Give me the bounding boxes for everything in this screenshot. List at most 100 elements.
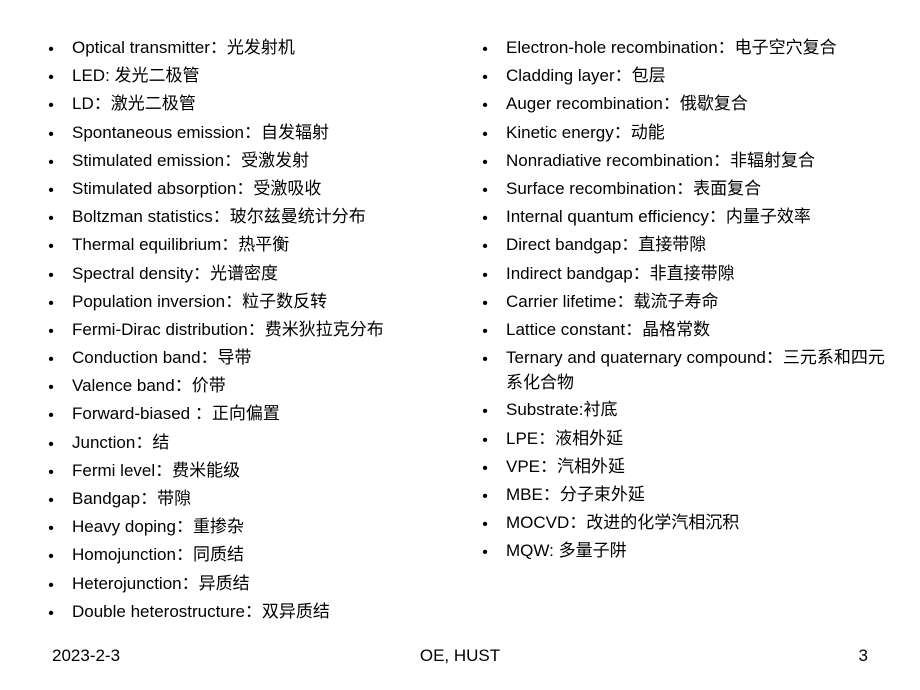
- term-text: Conduction band：导带: [72, 346, 252, 371]
- term-text: Substrate:衬底: [506, 398, 618, 423]
- list-item: •Bandgap：带隙: [30, 487, 456, 512]
- bullet-icon: •: [464, 346, 506, 371]
- term-text: Spectral density：光谱密度: [72, 262, 278, 287]
- term-text: Valence band：价带: [72, 374, 226, 399]
- term-text: MOCVD：改进的化学汽相沉积: [506, 511, 739, 536]
- bullet-icon: •: [464, 64, 506, 89]
- list-item: •Auger recombination：俄歇复合: [464, 92, 890, 117]
- list-item: •Electron-hole recombination：电子空穴复合: [464, 36, 890, 61]
- bullet-icon: •: [30, 346, 72, 371]
- term-text: Fermi-Dirac distribution：费米狄拉克分布: [72, 318, 384, 343]
- term-text: Cladding layer：包层: [506, 64, 666, 89]
- list-item: •Stimulated emission：受激发射: [30, 149, 456, 174]
- bullet-icon: •: [464, 233, 506, 258]
- footer-center: OE, HUST: [420, 646, 500, 666]
- bullet-icon: •: [464, 539, 506, 564]
- bullet-icon: •: [30, 374, 72, 399]
- list-item: •VPE：汽相外延: [464, 455, 890, 480]
- list-item: •Direct bandgap：直接带隙: [464, 233, 890, 258]
- term-text: MBE：分子束外延: [506, 483, 645, 508]
- bullet-icon: •: [464, 483, 506, 508]
- list-item: •Homojunction：同质结: [30, 543, 456, 568]
- bullet-icon: •: [464, 455, 506, 480]
- list-item: •MQW: 多量子阱: [464, 539, 890, 564]
- bullet-icon: •: [30, 233, 72, 258]
- list-item: •Double heterostructure：双异质结: [30, 600, 456, 625]
- list-item: •Stimulated absorption：受激吸收: [30, 177, 456, 202]
- bullet-icon: •: [464, 121, 506, 146]
- list-item: •MBE：分子束外延: [464, 483, 890, 508]
- list-item: •Indirect bandgap：非直接带隙: [464, 262, 890, 287]
- bullet-icon: •: [464, 511, 506, 536]
- term-text: LPE：液相外延: [506, 427, 623, 452]
- term-text: Boltzman statistics：玻尔兹曼统计分布: [72, 205, 366, 230]
- right-column: •Electron-hole recombination：电子空穴复合•Clad…: [460, 36, 890, 628]
- term-text: Ternary and quaternary compound：三元系和四元系化…: [506, 346, 890, 395]
- footer-page: 3: [859, 646, 868, 666]
- bullet-icon: •: [30, 177, 72, 202]
- bullet-icon: •: [30, 572, 72, 597]
- list-item: •Conduction band：导带: [30, 346, 456, 371]
- bullet-icon: •: [30, 459, 72, 484]
- list-item: •LD：激光二极管: [30, 92, 456, 117]
- footer-date: 2023-2-3: [52, 646, 120, 666]
- bullet-icon: •: [464, 318, 506, 343]
- term-text: Thermal equilibrium：热平衡: [72, 233, 289, 258]
- left-column: •Optical transmitter：光发射机•LED: 发光二极管•LD：…: [30, 36, 460, 628]
- term-text: Kinetic energy：动能: [506, 121, 665, 146]
- bullet-icon: •: [30, 318, 72, 343]
- bullet-icon: •: [30, 36, 72, 61]
- term-text: Optical transmitter：光发射机: [72, 36, 295, 61]
- bullet-icon: •: [30, 121, 72, 146]
- term-text: Indirect bandgap：非直接带隙: [506, 262, 735, 287]
- term-text: Stimulated absorption：受激吸收: [72, 177, 321, 202]
- term-text: MQW: 多量子阱: [506, 539, 627, 564]
- list-item: •Cladding layer：包层: [464, 64, 890, 89]
- bullet-icon: •: [30, 262, 72, 287]
- term-list-right: •Electron-hole recombination：电子空穴复合•Clad…: [464, 36, 890, 564]
- list-item: •Ternary and quaternary compound：三元系和四元系…: [464, 346, 890, 395]
- list-item: •Carrier lifetime：载流子寿命: [464, 290, 890, 315]
- term-text: Double heterostructure：双异质结: [72, 600, 330, 625]
- term-text: Carrier lifetime：载流子寿命: [506, 290, 719, 315]
- list-item: •Lattice constant：晶格常数: [464, 318, 890, 343]
- term-text: Electron-hole recombination：电子空穴复合: [506, 36, 837, 61]
- term-list-left: •Optical transmitter：光发射机•LED: 发光二极管•LD：…: [30, 36, 456, 625]
- term-text: Direct bandgap：直接带隙: [506, 233, 706, 258]
- slide-footer: 2023-2-3 OE, HUST 3: [0, 646, 920, 666]
- list-item: •Surface recombination：表面复合: [464, 177, 890, 202]
- term-text: Spontaneous emission：自发辐射: [72, 121, 329, 146]
- term-text: Heavy doping：重掺杂: [72, 515, 244, 540]
- list-item: •LPE：液相外延: [464, 427, 890, 452]
- term-text: Internal quantum efficiency：内量子效率: [506, 205, 811, 230]
- list-item: •Nonradiative recombination：非辐射复合: [464, 149, 890, 174]
- list-item: •Heterojunction：异质结: [30, 572, 456, 597]
- bullet-icon: •: [464, 427, 506, 452]
- term-text: Forward-biased ：正向偏置: [72, 402, 280, 427]
- list-item: •Valence band：价带: [30, 374, 456, 399]
- bullet-icon: •: [30, 92, 72, 117]
- list-item: •Population inversion：粒子数反转: [30, 290, 456, 315]
- list-item: •Boltzman statistics：玻尔兹曼统计分布: [30, 205, 456, 230]
- slide-content: •Optical transmitter：光发射机•LED: 发光二极管•LD：…: [30, 36, 890, 628]
- list-item: •Thermal equilibrium：热平衡: [30, 233, 456, 258]
- bullet-icon: •: [464, 36, 506, 61]
- list-item: •Optical transmitter：光发射机: [30, 36, 456, 61]
- list-item: •LED: 发光二极管: [30, 64, 456, 89]
- term-text: Surface recombination：表面复合: [506, 177, 761, 202]
- term-text: VPE：汽相外延: [506, 455, 625, 480]
- bullet-icon: •: [30, 64, 72, 89]
- list-item: •Fermi-Dirac distribution：费米狄拉克分布: [30, 318, 456, 343]
- bullet-icon: •: [30, 149, 72, 174]
- list-item: •MOCVD：改进的化学汽相沉积: [464, 511, 890, 536]
- bullet-icon: •: [464, 290, 506, 315]
- bullet-icon: •: [30, 205, 72, 230]
- bullet-icon: •: [464, 398, 506, 423]
- list-item: •Junction：结: [30, 431, 456, 456]
- bullet-icon: •: [464, 205, 506, 230]
- bullet-icon: •: [30, 543, 72, 568]
- bullet-icon: •: [30, 487, 72, 512]
- list-item: •Spectral density：光谱密度: [30, 262, 456, 287]
- term-text: Heterojunction：异质结: [72, 572, 250, 597]
- term-text: Lattice constant：晶格常数: [506, 318, 710, 343]
